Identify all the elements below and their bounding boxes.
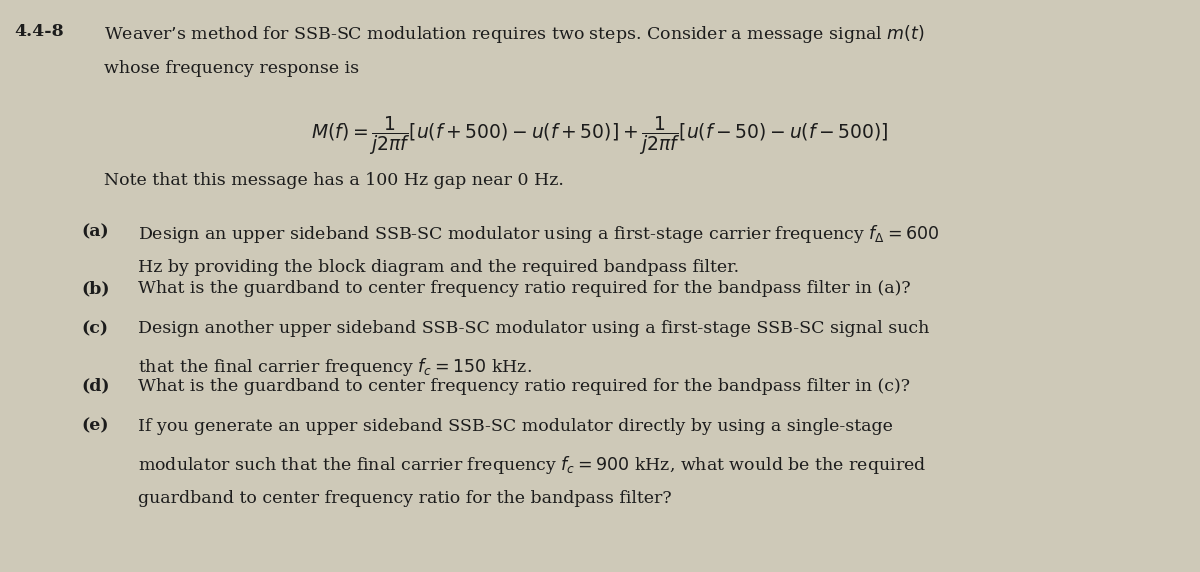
Text: Weaver’s method for SSB-SC modulation requires two steps. Consider a message sig: Weaver’s method for SSB-SC modulation re…: [104, 23, 925, 45]
Text: guardband to center frequency ratio for the bandpass filter?: guardband to center frequency ratio for …: [138, 490, 672, 507]
Text: What is the guardband to center frequency ratio required for the bandpass filter: What is the guardband to center frequenc…: [138, 280, 911, 297]
Text: Design an upper sideband SSB-SC modulator using a first-stage carrier frequency : Design an upper sideband SSB-SC modulato…: [138, 223, 940, 245]
Text: (a): (a): [82, 223, 109, 240]
Text: (b): (b): [82, 280, 110, 297]
Text: $M(f) = \dfrac{1}{j2\pi f}[u(f+500) - u(f+50)] + \dfrac{1}{j2\pi f}[u(f-50) - u(: $M(f) = \dfrac{1}{j2\pi f}[u(f+500) - u(…: [311, 114, 889, 157]
Text: (d): (d): [82, 378, 110, 395]
Text: 4.4-8: 4.4-8: [14, 23, 64, 40]
Text: modulator such that the final carrier frequency $f_c = 900$ kHz, what would be t: modulator such that the final carrier fr…: [138, 454, 926, 475]
Text: If you generate an upper sideband SSB-SC modulator directly by using a single-st: If you generate an upper sideband SSB-SC…: [138, 418, 893, 435]
Text: Design another upper sideband SSB-SC modulator using a first-stage SSB-SC signal: Design another upper sideband SSB-SC mod…: [138, 320, 929, 337]
Text: (e): (e): [82, 418, 109, 435]
Text: that the final carrier frequency $f_c = 150$ kHz.: that the final carrier frequency $f_c = …: [138, 356, 532, 378]
Text: (c): (c): [82, 320, 109, 337]
Text: Note that this message has a 100 Hz gap near 0 Hz.: Note that this message has a 100 Hz gap …: [104, 172, 564, 189]
Text: Hz by providing the block diagram and the required bandpass filter.: Hz by providing the block diagram and th…: [138, 259, 739, 276]
Text: whose frequency response is: whose frequency response is: [104, 60, 360, 77]
Text: What is the guardband to center frequency ratio required for the bandpass filter: What is the guardband to center frequenc…: [138, 378, 910, 395]
